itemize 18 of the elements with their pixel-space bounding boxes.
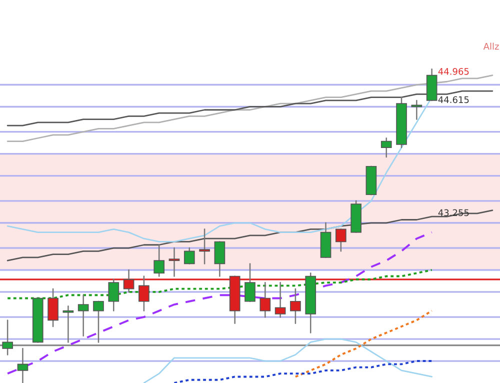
annotation: 44.965: [438, 68, 469, 75]
annotation: 43.255: [438, 209, 469, 216]
annotation: 44.615: [438, 96, 469, 104]
candlestick: [260, 282, 271, 318]
candlestick: [108, 278, 120, 312]
candlestick: [78, 294, 89, 337]
candlestick: [274, 282, 286, 318]
candlestick: [17, 348, 28, 383]
candlestick: [290, 288, 301, 324]
candlestick: [244, 263, 256, 302]
candlestick: [380, 138, 392, 158]
candlestick: [93, 300, 104, 343]
candlestick: [184, 247, 195, 264]
candlestick: [335, 228, 346, 252]
candlestick: [48, 288, 58, 328]
candlestick: [62, 305, 74, 343]
text: Allz: [483, 42, 499, 50]
candlestick: [2, 320, 13, 356]
